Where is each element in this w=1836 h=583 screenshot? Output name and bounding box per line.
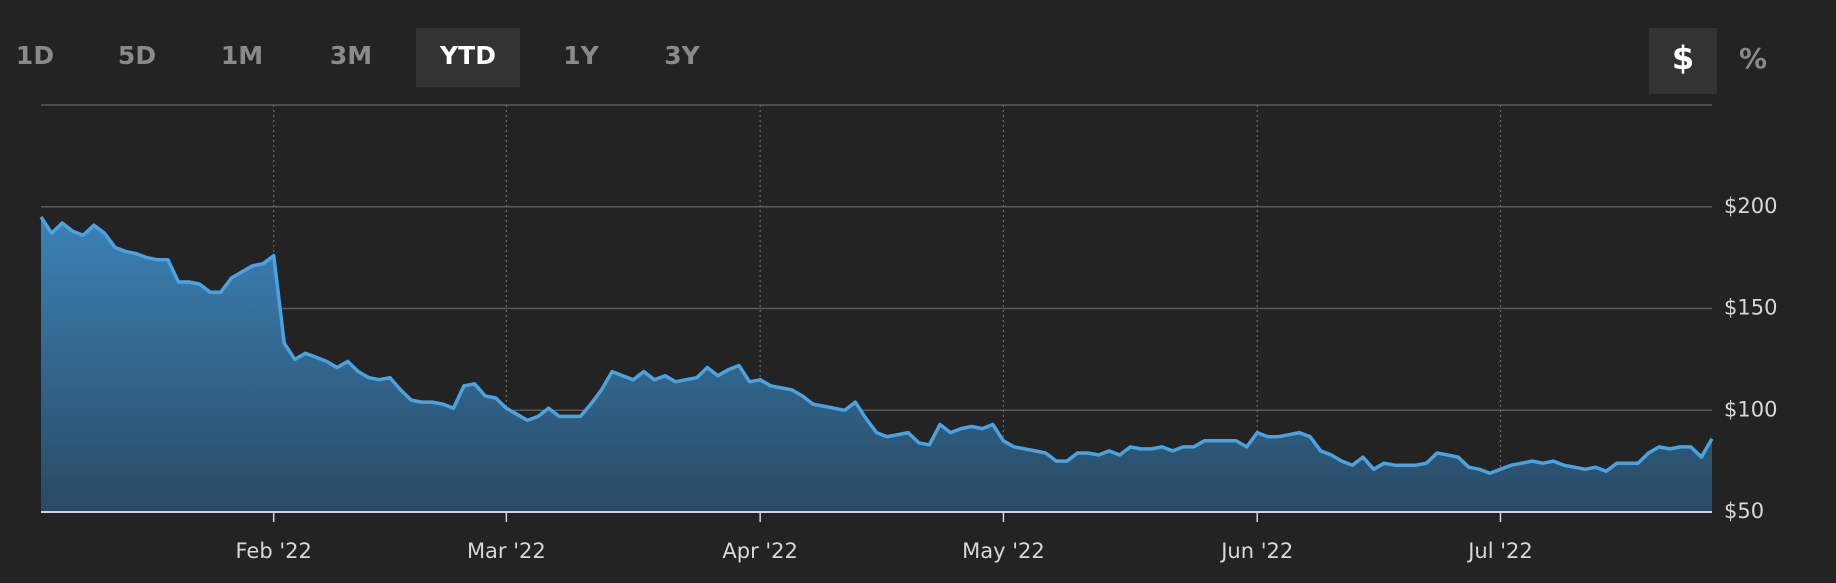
y-tick-label: $200 <box>1724 194 1777 218</box>
price-line <box>39 215 1714 476</box>
unit-button[interactable]: $ <box>1672 39 1694 77</box>
x-tick-label: May '22 <box>962 539 1045 563</box>
area-fill <box>41 216 1712 512</box>
y-tick-label: $100 <box>1724 397 1777 421</box>
x-tick-label: Jul '22 <box>1466 539 1533 563</box>
range-button[interactable]: 5D <box>118 41 156 70</box>
x-tick-label: Feb '22 <box>235 539 311 563</box>
range-button-bg <box>416 28 520 87</box>
unit-button-bg <box>1649 28 1717 94</box>
range-button[interactable]: 1Y <box>563 41 599 70</box>
range-button[interactable]: 1M <box>221 41 263 70</box>
x-tick-label: Jun '22 <box>1219 539 1293 563</box>
y-tick-label: $150 <box>1724 296 1777 320</box>
unit-button[interactable]: % <box>1739 42 1767 75</box>
range-button[interactable]: YTD <box>439 41 496 70</box>
plot: $50 $100 $150 $200 Feb '22 Mar '22 Apr '22 May … <box>39 105 1777 563</box>
range-button[interactable]: 3Y <box>664 41 700 70</box>
range-button[interactable]: 1D <box>16 41 54 70</box>
toolbar: 1D 5D 1M 3M YTD 1Y 3Y $% <box>16 28 1767 94</box>
range-button[interactable]: 3M <box>330 41 372 70</box>
x-tick-label: Mar '22 <box>467 539 546 563</box>
x-tick-label: Apr '22 <box>722 539 798 563</box>
y-tick-label: $50 <box>1724 499 1764 523</box>
